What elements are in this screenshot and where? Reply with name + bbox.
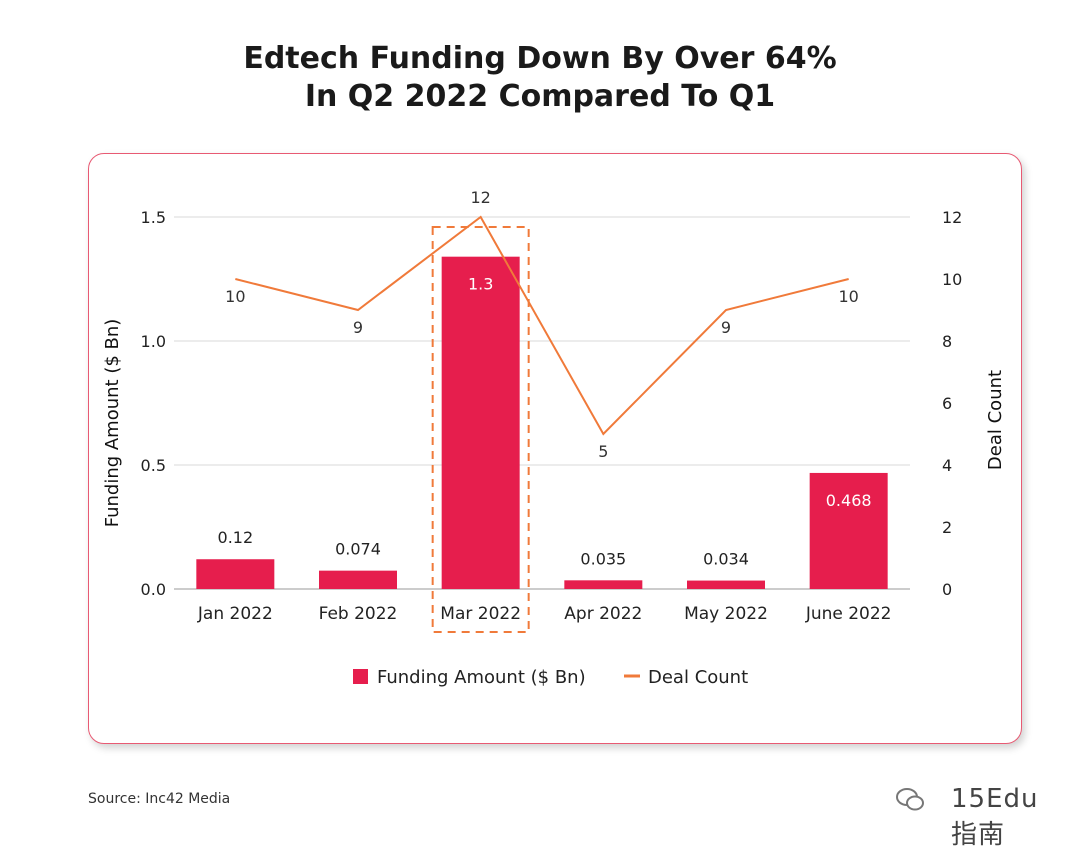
watermark: 15Edu指南 (895, 778, 1055, 828)
legend-label-deals: Deal Count (648, 667, 748, 688)
bar-value-label: 0.468 (826, 491, 872, 510)
wechat-icon (895, 784, 925, 814)
y2-tick-label: 4 (942, 456, 952, 475)
y-tick-label: 0.5 (141, 456, 166, 475)
x-tick-label: Mar 2022 (440, 604, 521, 624)
legend-label-funding: Funding Amount ($ Bn) (377, 667, 586, 688)
bar (442, 257, 520, 589)
line-value-label: 5 (598, 442, 608, 461)
deal-count-line (235, 217, 848, 434)
bar (319, 571, 397, 589)
bar (687, 581, 765, 589)
bar-value-label: 1.3 (468, 275, 493, 294)
y-tick-label: 1.5 (141, 208, 166, 227)
bar (196, 559, 274, 589)
y2-tick-label: 6 (942, 394, 952, 413)
bar (564, 580, 642, 589)
bar-value-label: 0.12 (218, 528, 254, 547)
y-tick-label: 1.0 (141, 332, 166, 351)
line-value-label: 10 (225, 287, 245, 306)
y-tick-label: 0.0 (141, 580, 166, 599)
source-note: Source: Inc42 Media (88, 791, 230, 807)
y2-axis-label: Deal Count (985, 370, 1006, 470)
x-tick-label: June 2022 (805, 604, 892, 624)
bar-value-label: 0.034 (703, 550, 749, 569)
line-value-label: 9 (353, 318, 363, 337)
line-value-label: 10 (838, 287, 858, 306)
x-tick-label: Apr 2022 (564, 604, 642, 624)
y2-tick-label: 0 (942, 580, 952, 599)
x-tick-label: May 2022 (684, 604, 768, 624)
y2-tick-label: 2 (942, 518, 952, 537)
y2-tick-label: 10 (942, 270, 962, 289)
y-axis-label: Funding Amount ($ Bn) (102, 319, 123, 528)
bar-value-label: 0.074 (335, 540, 381, 559)
x-tick-label: Feb 2022 (319, 604, 398, 624)
bar-value-label: 0.035 (580, 549, 626, 568)
line-value-label: 12 (470, 188, 490, 207)
legend-swatch-funding (353, 669, 368, 684)
watermark-text: 15Edu指南 (951, 784, 1055, 851)
y2-tick-label: 12 (942, 208, 962, 227)
line-value-label: 9 (721, 318, 731, 337)
y2-tick-label: 8 (942, 332, 952, 351)
x-tick-label: Jan 2022 (197, 604, 273, 624)
